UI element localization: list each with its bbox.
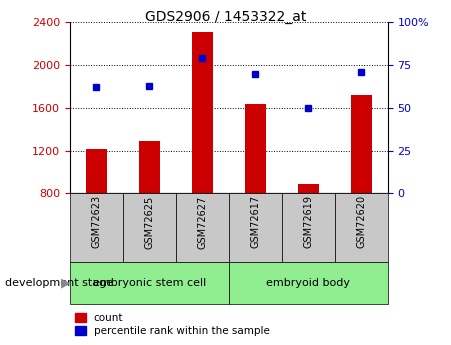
Bar bbox=[192, 32, 213, 193]
Text: embryoid body: embryoid body bbox=[267, 278, 350, 288]
Bar bbox=[229, 262, 388, 304]
Bar bbox=[351, 95, 372, 193]
Bar bbox=[229, 193, 282, 262]
Bar bbox=[123, 193, 176, 262]
Text: ▶: ▶ bbox=[61, 276, 70, 289]
Bar bbox=[335, 193, 388, 262]
Bar bbox=[86, 149, 107, 193]
Text: GSM72623: GSM72623 bbox=[92, 195, 101, 248]
Bar bbox=[70, 262, 229, 304]
Text: development stage: development stage bbox=[5, 278, 113, 288]
Bar bbox=[298, 184, 319, 193]
Text: GSM72620: GSM72620 bbox=[356, 195, 366, 248]
Text: embryonic stem cell: embryonic stem cell bbox=[93, 278, 206, 288]
Bar bbox=[176, 193, 229, 262]
Text: GSM72627: GSM72627 bbox=[198, 195, 207, 248]
Legend: count, percentile rank within the sample: count, percentile rank within the sample bbox=[75, 313, 270, 336]
Text: GSM72617: GSM72617 bbox=[250, 195, 260, 248]
Bar bbox=[245, 104, 266, 193]
Text: GDS2906 / 1453322_at: GDS2906 / 1453322_at bbox=[145, 10, 306, 24]
Bar bbox=[70, 193, 123, 262]
Bar bbox=[282, 193, 335, 262]
Text: GSM72619: GSM72619 bbox=[304, 195, 313, 248]
Bar bbox=[139, 141, 160, 193]
Text: GSM72625: GSM72625 bbox=[144, 195, 154, 248]
